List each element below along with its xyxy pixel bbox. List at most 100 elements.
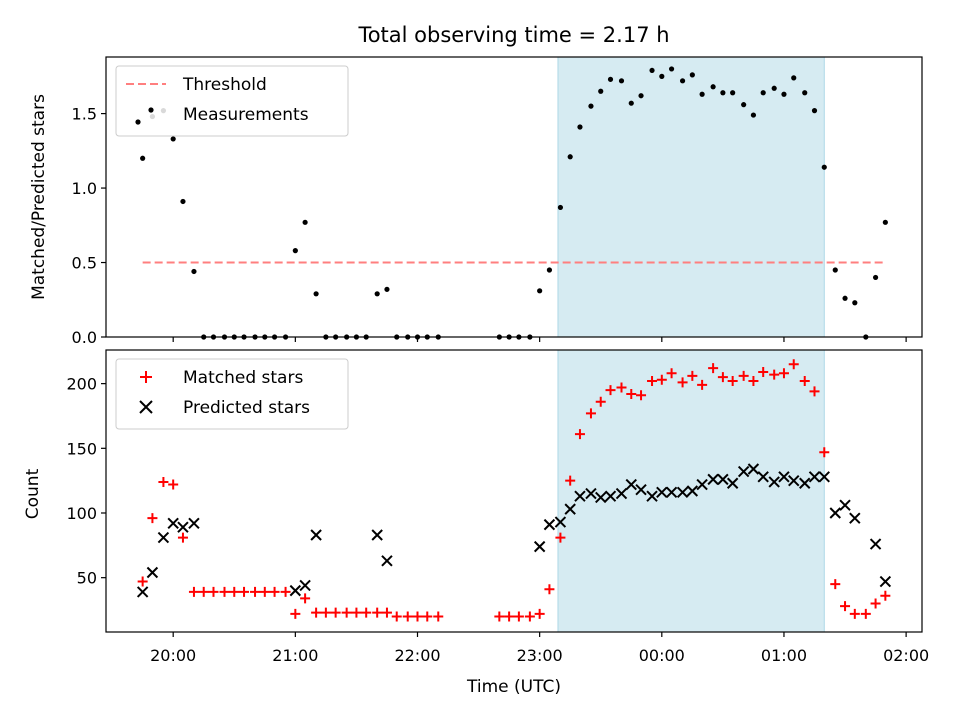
data-point	[819, 447, 830, 458]
data-point	[574, 429, 585, 440]
data-point	[188, 586, 199, 597]
y-tick-label: 200	[66, 375, 97, 394]
data-point	[747, 463, 760, 475]
data-point	[830, 579, 841, 590]
data-point	[188, 517, 200, 530]
data-point	[818, 471, 830, 483]
chart-title: Total observing time = 2.17 h	[357, 23, 669, 47]
data-point	[686, 485, 699, 497]
data-point	[687, 370, 698, 381]
data-point	[882, 219, 888, 225]
data-point	[757, 471, 769, 483]
x-tick-label: 20:00	[150, 646, 196, 665]
data-point	[191, 268, 197, 275]
data-point	[676, 486, 689, 499]
data-point	[638, 93, 644, 99]
data-point	[707, 473, 719, 486]
data-point	[198, 586, 209, 597]
data-point	[758, 366, 769, 377]
data-point	[167, 517, 179, 530]
data-point	[412, 611, 423, 622]
data-point	[219, 586, 230, 597]
data-point	[832, 267, 838, 273]
data-point	[372, 607, 383, 618]
data-point	[504, 611, 515, 622]
data-point	[808, 471, 821, 483]
y-tick-label: 50	[77, 569, 97, 588]
data-point	[635, 483, 647, 496]
legend-label: Matched stars	[183, 368, 303, 388]
data-point	[250, 586, 261, 597]
data-point	[239, 586, 250, 597]
data-point	[574, 490, 586, 502]
data-point	[585, 487, 597, 500]
data-point	[544, 584, 555, 595]
data-point	[157, 531, 170, 544]
data-point	[880, 590, 891, 601]
data-point	[842, 295, 848, 301]
data-point	[565, 475, 576, 486]
data-point	[280, 586, 291, 597]
data-point	[524, 611, 535, 622]
data-point	[371, 529, 383, 541]
x-tick-label: 22:00	[394, 646, 440, 665]
data-point	[699, 91, 705, 97]
data-point	[829, 507, 841, 519]
data-point	[229, 586, 240, 597]
plot-layer: 0.0 0.5 1.0 1.5 Threshold Measurements 50 100 15…	[66, 56, 929, 665]
data-point	[696, 478, 708, 491]
data-point	[422, 611, 433, 622]
data-point	[760, 90, 766, 96]
data-point	[708, 363, 719, 374]
data-point	[567, 154, 573, 160]
data-point	[361, 607, 372, 618]
data-point	[870, 598, 881, 609]
data-point	[381, 607, 392, 618]
data-point	[811, 108, 818, 114]
highlight-span	[557, 56, 825, 338]
x-tick-label: 23:00	[517, 646, 563, 665]
data-point	[781, 91, 787, 97]
data-point	[626, 388, 637, 399]
data-point	[168, 479, 179, 490]
data-point	[788, 359, 799, 370]
data-point	[869, 538, 882, 550]
data-point	[585, 408, 596, 419]
data-point	[534, 608, 545, 619]
data-point	[679, 78, 686, 84]
data-point	[666, 368, 677, 379]
data-point	[616, 382, 627, 393]
data-point	[557, 204, 564, 211]
data-point	[259, 586, 270, 597]
legend-swatch	[135, 119, 141, 125]
data-point	[872, 274, 879, 281]
data-point	[595, 396, 606, 407]
data-point	[802, 90, 808, 96]
data-point	[710, 84, 716, 90]
data-point	[689, 72, 695, 78]
y-tick-label: 0.0	[72, 328, 97, 347]
data-point	[543, 518, 556, 531]
data-point	[738, 370, 749, 381]
top-y-axis-label: Matched/Predicted stars	[29, 94, 49, 300]
data-point	[374, 291, 380, 297]
data-point	[351, 607, 362, 618]
data-point	[625, 478, 637, 491]
data-point	[636, 390, 647, 401]
data-point	[646, 490, 658, 502]
data-point	[137, 576, 148, 587]
data-point	[320, 607, 331, 618]
y-tick-label: 100	[66, 504, 97, 523]
data-point	[852, 300, 858, 306]
data-point	[136, 586, 149, 598]
data-point	[727, 376, 738, 387]
data-point	[860, 608, 871, 619]
legend-label: Measurements	[183, 105, 309, 125]
data-point	[140, 155, 146, 161]
data-point	[649, 67, 655, 74]
data-point	[769, 369, 780, 380]
data-point	[330, 607, 341, 618]
data-point	[656, 374, 667, 385]
data-point	[840, 601, 851, 612]
